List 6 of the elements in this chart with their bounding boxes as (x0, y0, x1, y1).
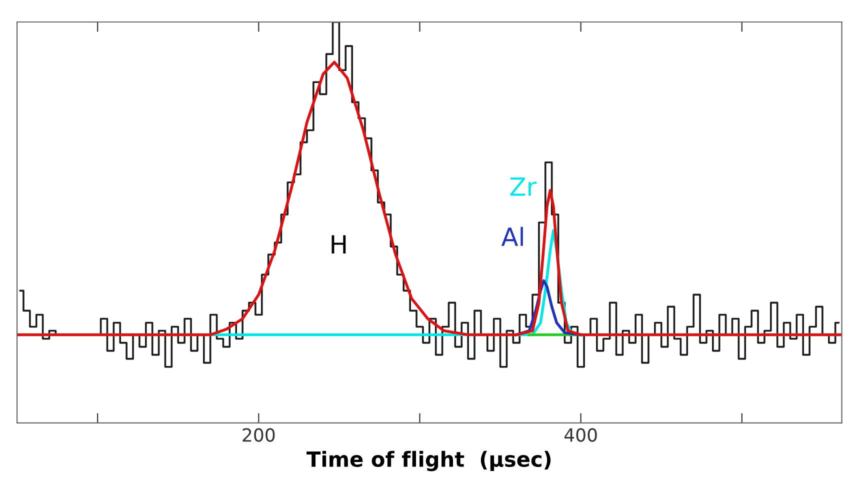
x-axis-title: Time of flight (µsec) (306, 450, 551, 472)
x-tick-label: 200 (242, 428, 275, 442)
series-label: Al (501, 226, 523, 246)
annotation: H (332, 235, 346, 254)
series-label: Zr (510, 178, 537, 196)
x-tick-label: 400 (564, 428, 597, 442)
